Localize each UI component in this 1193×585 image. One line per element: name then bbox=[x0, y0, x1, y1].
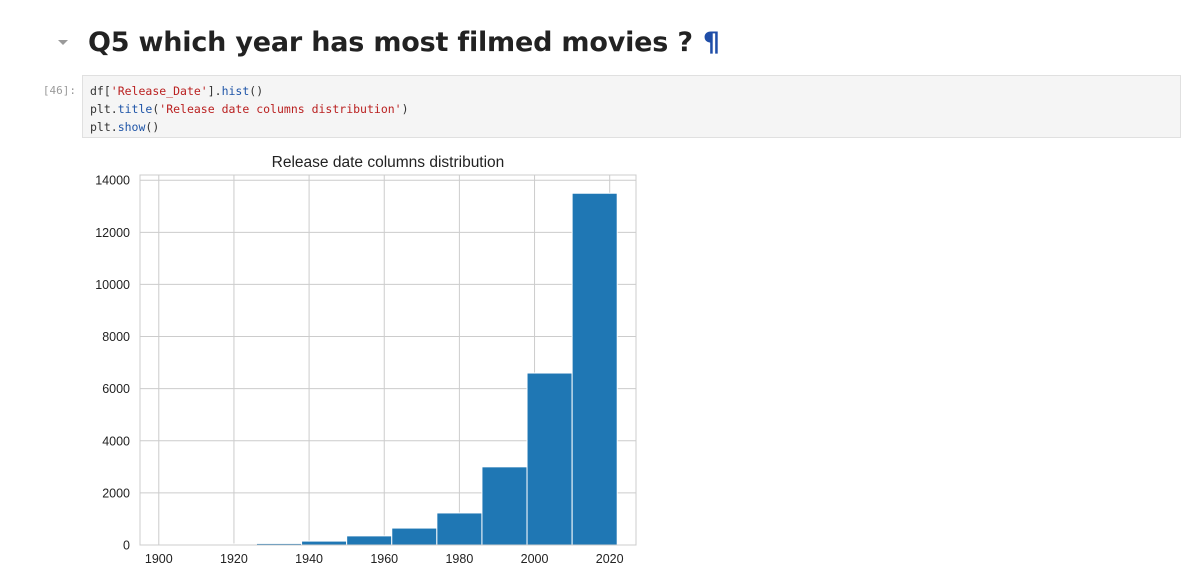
x-tick-label: 1980 bbox=[445, 552, 473, 566]
code-token: ]. bbox=[207, 84, 222, 98]
x-tick-label: 2020 bbox=[596, 552, 624, 566]
x-tick-label: 2000 bbox=[521, 552, 549, 566]
code-editor[interactable]: df['Release_Date'].hist() plt.title('Rele… bbox=[82, 75, 1181, 138]
histogram-bar bbox=[571, 192, 618, 546]
histogram-bar bbox=[301, 540, 348, 546]
code-token: ( bbox=[152, 102, 160, 116]
code-token: 'Release_Date' bbox=[110, 84, 208, 98]
x-tick-label: 1900 bbox=[145, 552, 173, 566]
code-line: plt.title('Release date columns distribu… bbox=[90, 100, 1173, 118]
cell-heading: Q5 which year has most filmed movies ? bbox=[88, 26, 693, 58]
histogram-bar bbox=[481, 466, 528, 546]
code-token: ) bbox=[401, 102, 409, 116]
x-tick-label: 1920 bbox=[220, 552, 248, 566]
histogram-bar bbox=[391, 527, 438, 546]
code-token: plt. bbox=[90, 102, 118, 116]
anchor-link[interactable]: ¶ bbox=[702, 26, 721, 58]
code-line: plt.show() bbox=[90, 118, 1173, 136]
code-line: df['Release_Date'].hist() bbox=[90, 82, 1173, 100]
code-token: 'Release date columns distribution' bbox=[159, 102, 402, 116]
x-tick-label: 1960 bbox=[370, 552, 398, 566]
y-tick-label: 12000 bbox=[95, 226, 130, 240]
y-tick-label: 6000 bbox=[102, 382, 130, 396]
y-tick-label: 10000 bbox=[95, 278, 130, 292]
code-token: df[ bbox=[90, 84, 111, 98]
y-tick-label: 8000 bbox=[102, 330, 130, 344]
histogram-bar bbox=[526, 372, 573, 546]
code-token: title bbox=[117, 102, 153, 116]
y-tick-label: 4000 bbox=[102, 434, 130, 448]
chart-title: Release date columns distribution bbox=[272, 154, 505, 171]
code-token: plt. bbox=[90, 120, 118, 134]
histogram-chart: 1900 1920 1940 1960 1980 2000 2020 0 2000 4000 600… bbox=[95, 154, 637, 566]
y-tick-label: 0 bbox=[123, 539, 130, 553]
code-token: () bbox=[145, 120, 160, 134]
histogram-output: 1900 1920 1940 1960 1980 2000 2020 0 2000 4000 600… bbox=[82, 145, 652, 575]
collapse-caret-icon[interactable] bbox=[58, 39, 68, 45]
histogram-bar bbox=[346, 535, 393, 546]
code-token: show bbox=[117, 120, 146, 134]
markdown-heading-row: Q5 which year has most filmed movies ? ¶ bbox=[58, 22, 720, 62]
y-tick-label: 14000 bbox=[95, 174, 130, 188]
y-tick-label: 2000 bbox=[102, 486, 130, 500]
histogram-bar bbox=[436, 512, 483, 546]
code-token: hist bbox=[221, 84, 250, 98]
execution-count-prompt: [46]: bbox=[42, 84, 76, 97]
code-token: () bbox=[249, 84, 264, 98]
plot-frame bbox=[139, 174, 637, 546]
x-tick-label: 1940 bbox=[295, 552, 323, 566]
